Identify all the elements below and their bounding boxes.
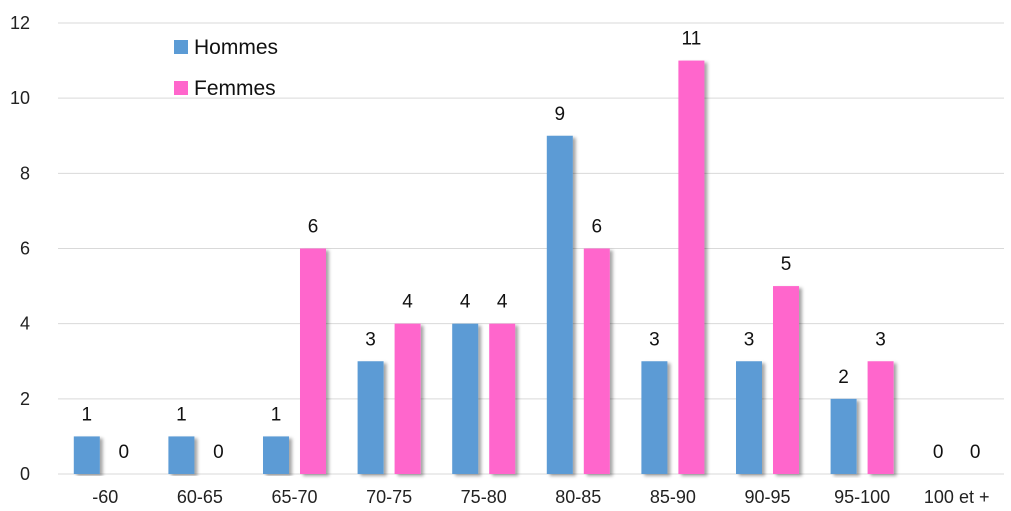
x-tick-label: 65-70 xyxy=(271,487,317,507)
bar-hommes-7 xyxy=(736,361,762,474)
y-axis-ticks: 0 2 4 6 8 10 12 xyxy=(10,13,30,484)
data-label-femmes-8: 3 xyxy=(875,329,886,350)
x-tick-label: -60 xyxy=(92,487,118,507)
bar-femmes-4 xyxy=(489,323,516,474)
data-label-hommes-1: 1 xyxy=(176,404,187,425)
x-tick-label: 75-80 xyxy=(461,487,507,507)
data-label-hommes-2: 1 xyxy=(271,404,282,425)
data-label-hommes-6: 3 xyxy=(649,329,660,350)
data-label-hommes-7: 3 xyxy=(744,329,755,350)
data-label-femmes-2: 6 xyxy=(308,217,319,238)
data-label-femmes-0: 0 xyxy=(119,442,130,463)
bar-hommes-5 xyxy=(546,135,573,474)
data-label-hommes-3: 3 xyxy=(365,329,376,350)
bar-hommes-0 xyxy=(73,436,100,474)
x-tick-label: 60-65 xyxy=(177,487,223,507)
bars xyxy=(73,60,894,474)
data-label-femmes-4: 4 xyxy=(497,292,508,313)
data-label-femmes-5: 6 xyxy=(592,217,603,238)
bar-femmes-8 xyxy=(867,361,894,474)
y-tick-label: 6 xyxy=(20,239,30,259)
data-label-femmes-7: 5 xyxy=(781,254,792,275)
data-label-hommes-8: 2 xyxy=(838,367,849,388)
data-label-hommes-5: 9 xyxy=(555,104,566,125)
x-tick-label: 100 et + xyxy=(924,487,990,507)
data-label-hommes-9: 0 xyxy=(933,442,944,463)
data-label-femmes-1: 0 xyxy=(213,442,224,463)
legend-swatch-femmes xyxy=(174,81,188,95)
data-label-femmes-3: 4 xyxy=(402,292,413,313)
gridlines xyxy=(58,22,1004,475)
y-tick-label: 4 xyxy=(20,314,30,334)
x-tick-label: 80-85 xyxy=(555,487,601,507)
bar-femmes-7 xyxy=(773,286,799,474)
legend-swatch-hommes xyxy=(174,40,188,54)
x-tick-label: 70-75 xyxy=(366,487,412,507)
x-tick-label: 85-90 xyxy=(650,487,696,507)
bar-hommes-1 xyxy=(168,436,195,474)
bar-femmes-6 xyxy=(678,60,705,474)
y-tick-label: 10 xyxy=(10,88,30,108)
bar-hommes-6 xyxy=(641,361,668,474)
data-label-hommes-0: 1 xyxy=(82,404,93,425)
y-tick-label: 12 xyxy=(10,13,30,33)
y-tick-label: 2 xyxy=(20,389,30,409)
y-tick-label: 8 xyxy=(20,163,30,183)
data-label-hommes-4: 4 xyxy=(460,292,471,313)
y-tick-label: 0 xyxy=(20,464,30,484)
legend-label-femmes: Femmes xyxy=(194,77,276,100)
bar-hommes-2 xyxy=(263,436,289,474)
x-axis-ticks: -60 60-65 65-70 70-75 75-80 80-85 85-90 90-95 95… xyxy=(92,487,989,507)
data-label-femmes-9: 0 xyxy=(970,442,981,463)
bar-femmes-3 xyxy=(394,323,421,474)
bar-hommes-8 xyxy=(830,398,857,474)
bar-hommes-3 xyxy=(357,361,384,474)
data-labels: 1 0 1 0 1 6 3 4 4 4 9 6 3 11 3 5 2 3 0 0 xyxy=(82,29,981,463)
bar-femmes-2 xyxy=(300,248,326,474)
bar-femmes-5 xyxy=(583,248,610,474)
data-label-femmes-6: 11 xyxy=(682,29,702,50)
x-tick-label: 90-95 xyxy=(744,487,790,507)
legend-label-hommes: Hommes xyxy=(194,36,278,59)
x-tick-label: 95-100 xyxy=(834,487,890,507)
bar-hommes-4 xyxy=(452,323,479,474)
legend: Hommes Femmes xyxy=(174,36,278,100)
